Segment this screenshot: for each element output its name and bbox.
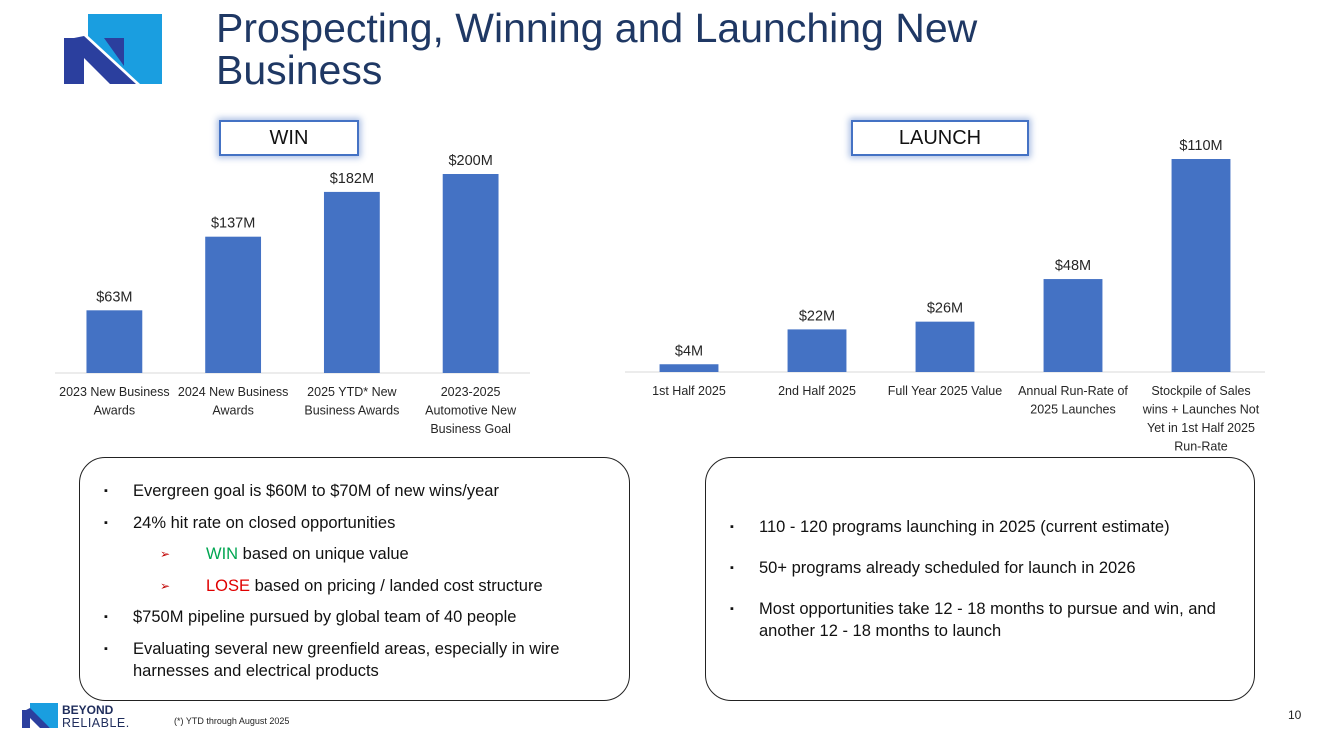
category-label: Full Year 2025 Value (888, 384, 1002, 398)
category-label: 2024 New Business (178, 385, 288, 399)
launch-bullet: 110 - 120 programs launching in 2025 (cu… (728, 516, 1234, 538)
win-reason: based on unique value (238, 545, 409, 563)
win-label: WIN (219, 120, 359, 156)
bar (205, 236, 262, 373)
bar (1171, 159, 1231, 372)
launch-label: LAUNCH (851, 120, 1029, 156)
category-label: 2023-2025 (441, 385, 501, 399)
win-bullet-goal: Evergreen goal is $60M to $70M of new wi… (102, 480, 611, 502)
bar (1043, 279, 1103, 372)
win-notes-panel: Evergreen goal is $60M to $70M of new wi… (79, 457, 630, 701)
category-label: Awards (212, 404, 253, 418)
data-label: $110M (1179, 138, 1222, 154)
company-logo-icon (64, 14, 162, 84)
category-label: Run-Rate (1174, 440, 1228, 454)
bar (442, 174, 499, 373)
data-label: $137M (211, 216, 255, 232)
category-label: Yet in 1st Half 2025 (1147, 421, 1255, 435)
win-bullet-hit-rate: 24% hit rate on closed opportunities (102, 512, 611, 534)
launch-notes-panel: 110 - 120 programs launching in 2025 (cu… (705, 457, 1255, 701)
category-label: 2nd Half 2025 (778, 384, 856, 398)
category-label: Annual Run-Rate of (1018, 384, 1128, 398)
category-label: wins + Launches Not (1142, 403, 1260, 417)
category-label: Awards (94, 404, 135, 418)
data-label: $4M (675, 343, 703, 359)
data-label: $48M (1055, 258, 1091, 274)
category-label: 2023 New Business (59, 385, 169, 399)
category-label: Business Goal (430, 422, 511, 436)
lose-reason: based on pricing / landed cost structure (250, 576, 543, 595)
win-sub-bullet-lose: LOSE based on pricing / landed cost stru… (102, 575, 611, 597)
category-label: Automotive New (425, 404, 517, 418)
launch-bar-chart: $4M 1st Half 2025 $22M 2nd Half 2025 $26M Ful… (625, 138, 1265, 454)
brand-line1: BEYOND (62, 703, 114, 717)
category-label: 2025 Launches (1030, 403, 1116, 417)
data-label: $26M (927, 301, 963, 317)
win-bar-chart: $63M 2023 New Business Awards $137M 2024 New… (55, 153, 530, 436)
bar (86, 310, 143, 373)
beyond-reliable-logo: BEYOND RELIABLE. (22, 703, 130, 730)
win-keyword: WIN (206, 545, 239, 563)
category-label: 2025 YTD* New (307, 385, 397, 399)
bar (915, 321, 975, 372)
page-title: Prospecting, Winning and Launching New B… (216, 5, 978, 93)
brand-mark-icon (22, 703, 58, 728)
category-label: Business Awards (304, 404, 399, 418)
launch-bullet: 50+ programs already scheduled for launc… (728, 557, 1234, 579)
win-bullet-greenfield: Evaluating several new greenfield areas,… (102, 638, 611, 682)
bar (323, 191, 380, 373)
category-label: 1st Half 2025 (652, 384, 726, 398)
page-number: 10 (1288, 708, 1302, 722)
data-label: $22M (799, 308, 835, 324)
data-label: $63M (96, 289, 132, 305)
win-sub-bullet-win: WIN based on unique value (102, 543, 611, 565)
brand-line2: RELIABLE. (62, 716, 130, 730)
launch-bullet: Most opportunities take 12 - 18 months t… (728, 598, 1234, 642)
footnote: (*) YTD through August 2025 (174, 716, 290, 726)
win-bullet-list: Evergreen goal is $60M to $70M of new wi… (102, 480, 611, 682)
win-bullet-pipeline: $750M pipeline pursued by global team of… (102, 606, 611, 628)
launch-bullet-list: 110 - 120 programs launching in 2025 (cu… (728, 516, 1234, 642)
category-label: Stockpile of Sales (1151, 384, 1250, 398)
bar (787, 329, 847, 372)
data-label: $200M (448, 153, 492, 169)
bar (659, 364, 719, 372)
data-label: $182M (330, 171, 374, 187)
lose-keyword: LOSE (206, 576, 251, 595)
